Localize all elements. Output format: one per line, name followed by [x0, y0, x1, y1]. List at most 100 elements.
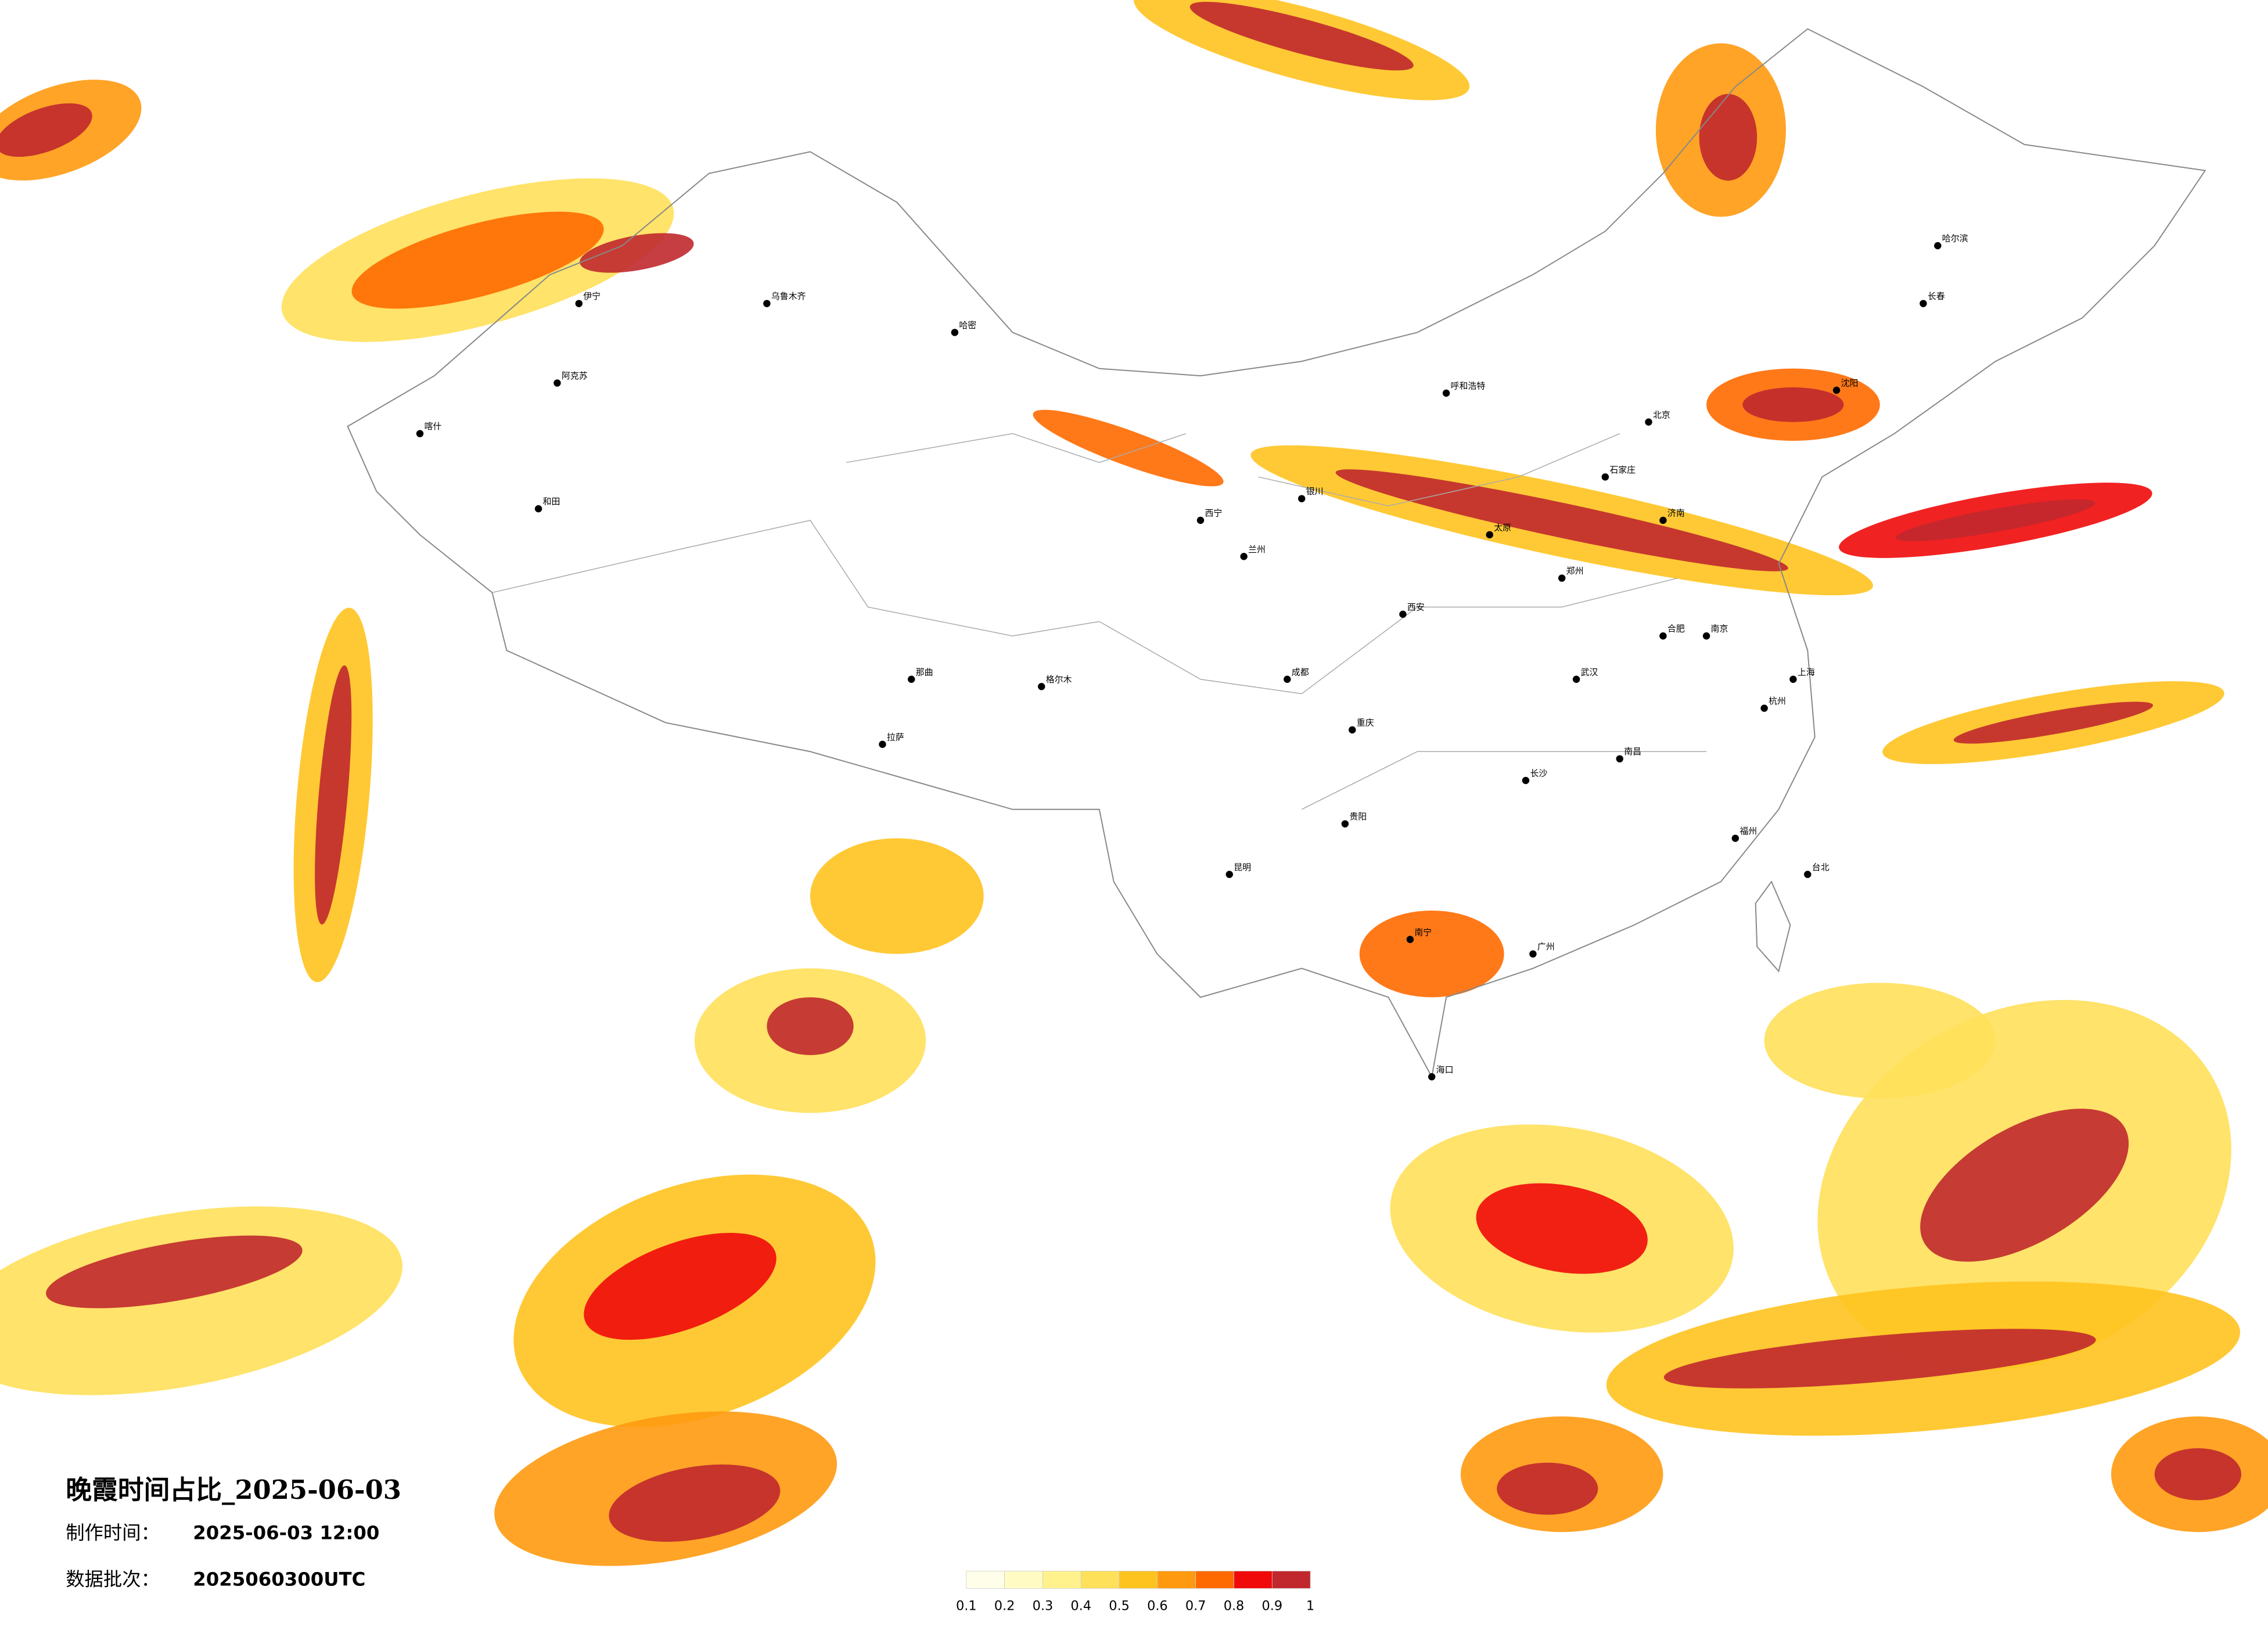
colorbar-label: 0.7	[1185, 1599, 1206, 1614]
city-dot	[1804, 870, 1811, 878]
city-label: 西宁	[1205, 508, 1222, 519]
city-dot	[1037, 683, 1045, 690]
city-dot	[1442, 389, 1450, 397]
city-dot	[951, 329, 959, 336]
city-label: 阿克苏	[562, 370, 588, 381]
heat-area	[1663, 1329, 2096, 1388]
city-dot	[1522, 776, 1530, 785]
heat-area	[1953, 702, 2154, 744]
city-dot	[1196, 516, 1205, 524]
city-label: 哈密	[959, 320, 976, 330]
city-dot	[1616, 755, 1623, 762]
city-label: 北京	[1653, 409, 1670, 420]
city-label: 西安	[1407, 602, 1425, 612]
city-dot	[907, 675, 915, 683]
city-label: 和田	[543, 497, 560, 507]
colorbar: 0.1 0.2 0.3 0.4 0.5 0.6 0.7 0.8 0.9 1	[956, 1571, 1314, 1614]
city-label: 那曲	[916, 667, 933, 677]
heat-area	[1359, 911, 1504, 998]
city-dot	[1399, 610, 1407, 618]
city-label: 兰州	[1248, 544, 1266, 555]
province-borders	[492, 433, 1707, 810]
city-dot	[1349, 726, 1356, 734]
city-label: 石家庄	[1609, 465, 1636, 475]
heat-layer	[0, 0, 2268, 1566]
city-label: 乌鲁木齐	[771, 291, 806, 301]
city-dot	[1659, 632, 1667, 640]
heat-area	[1742, 387, 1844, 422]
heat-area	[1699, 93, 1757, 181]
city-dot	[1428, 1073, 1436, 1081]
city-dot	[1406, 936, 1414, 943]
colorbar-label: 0.9	[1262, 1599, 1283, 1614]
city-dot	[1341, 820, 1349, 828]
city-label: 长沙	[1530, 768, 1547, 779]
city-dot	[553, 379, 561, 387]
colorbar-label: 0.5	[1109, 1599, 1130, 1614]
city-label: 南京	[1711, 624, 1728, 634]
city-label: 哈尔滨	[1942, 233, 1968, 244]
city-label: 南昌	[1624, 746, 1641, 757]
heat-area	[46, 1235, 303, 1308]
city-dot	[1601, 473, 1609, 481]
colorbar-label: 0.2	[994, 1599, 1015, 1614]
city-dot	[1558, 574, 1566, 582]
city-label: 郑州	[1566, 566, 1584, 576]
city-dot	[1284, 675, 1291, 683]
city-dot	[1297, 495, 1306, 502]
heat-area	[1335, 469, 1788, 571]
city-dot	[1659, 516, 1667, 524]
city-label: 合肥	[1667, 624, 1685, 634]
title: 晚霞时间占比_2025-06-03	[66, 1474, 401, 1505]
heat-area	[1920, 1109, 2129, 1262]
colorbar-label: 0.4	[1070, 1599, 1091, 1614]
heat-area	[810, 838, 984, 954]
city-dot	[1934, 242, 1942, 250]
city-dot	[1572, 675, 1580, 683]
heat-area	[584, 1233, 777, 1340]
city-label: 海口	[1436, 1064, 1454, 1075]
city-label: 沈阳	[1841, 378, 1859, 388]
city-label: 重庆	[1357, 717, 1374, 728]
city-label: 昆明	[1234, 862, 1251, 872]
colorbar-swatch	[1234, 1571, 1273, 1589]
heat-area	[609, 1464, 781, 1542]
colorbar-swatch	[1004, 1571, 1043, 1589]
heat-area	[351, 211, 604, 309]
city-dot	[1920, 300, 1927, 307]
heat-area	[1189, 2, 1414, 71]
city-label: 银川	[1306, 486, 1324, 497]
city-label: 武汉	[1581, 667, 1598, 677]
heat-area	[580, 233, 694, 273]
heat-area	[0, 103, 92, 157]
city-label: 广州	[1537, 941, 1555, 952]
city-label: 格尔木	[1046, 674, 1072, 685]
city-label: 台北	[1812, 862, 1830, 872]
city-dot	[1529, 950, 1537, 958]
city-label: 上海	[1798, 667, 1815, 677]
city-dot	[416, 430, 424, 437]
city-dot	[1832, 386, 1841, 394]
city-dot	[879, 740, 886, 748]
colorbar-swatch	[966, 1571, 1005, 1589]
city-dot	[1240, 553, 1248, 560]
city-dot	[1731, 834, 1739, 842]
colorbar-label: 0.6	[1147, 1599, 1168, 1614]
city-label: 长春	[1928, 291, 1945, 301]
city-dot	[534, 505, 542, 513]
city-label: 伊宁	[583, 291, 601, 301]
colorbar-swatch	[1271, 1571, 1311, 1589]
heat-area	[1896, 499, 2096, 542]
city-label: 喀什	[424, 421, 441, 431]
batch-label: 数据批次：	[66, 1568, 160, 1590]
heat-area	[767, 997, 854, 1055]
city-dot	[1486, 531, 1493, 539]
city-dot	[1702, 632, 1710, 640]
heat-area	[1033, 409, 1224, 487]
heat-area	[315, 665, 352, 925]
made-time-value: 2025-06-03 12:00	[193, 1522, 379, 1544]
heat-area	[1764, 983, 1996, 1099]
colorbar-swatch	[1119, 1571, 1158, 1589]
